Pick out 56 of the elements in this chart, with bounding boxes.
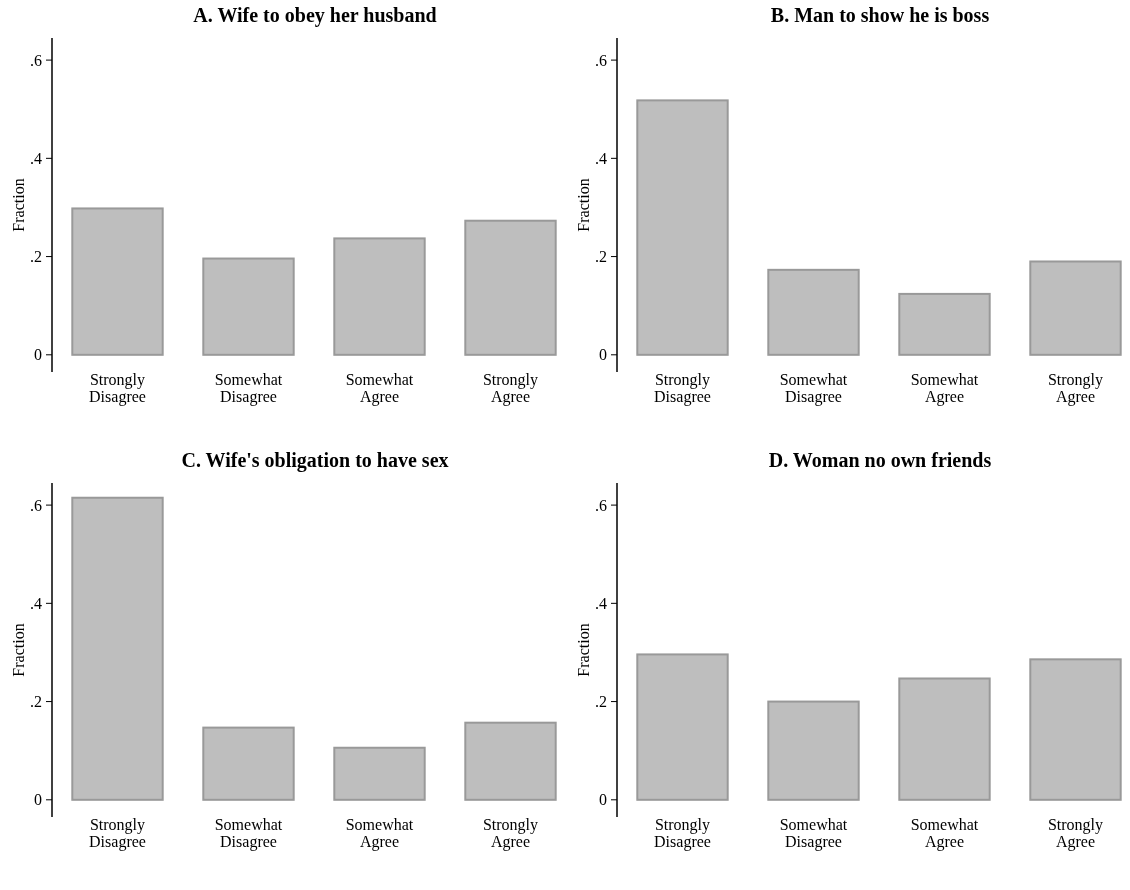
y-tick-label: .2 — [595, 248, 607, 266]
bar — [71, 496, 164, 801]
y-tick-label: .2 — [595, 693, 607, 711]
x-tick-label: Somewhat Disagree — [779, 816, 848, 851]
x-tick-label: Strongly Disagree — [654, 816, 711, 851]
x-tick-label: Somewhat Agree — [345, 371, 414, 406]
bar — [71, 207, 164, 356]
y-axis-title: Fraction — [10, 623, 27, 677]
y-tick-label: .6 — [595, 51, 607, 69]
y-tick-label: .6 — [30, 51, 42, 69]
chart-title: C. Wife's obligation to have sex — [181, 449, 449, 472]
x-tick-label: Somewhat Agree — [345, 816, 414, 851]
y-tick-label: .4 — [595, 149, 607, 167]
y-tick-label: .6 — [595, 496, 607, 514]
y-tick-label: .2 — [30, 693, 42, 711]
y-axis-title: Fraction — [10, 178, 27, 232]
x-tick-label: Somewhat Disagree — [779, 371, 848, 406]
y-axis-title: Fraction — [575, 623, 592, 677]
x-tick-label: Strongly Disagree — [654, 371, 711, 406]
x-tick-label: Somewhat Disagree — [214, 816, 283, 851]
bar — [767, 268, 860, 356]
y-tick-label: .4 — [30, 149, 42, 167]
bar — [636, 99, 729, 356]
bar — [1029, 658, 1122, 801]
x-tick-label: Somewhat Agree — [910, 371, 979, 406]
x-tick-label: Strongly Agree — [1047, 371, 1104, 406]
bar — [898, 292, 991, 356]
x-tick-label: Strongly Disagree — [89, 371, 146, 406]
y-axis-title: Fraction — [575, 178, 592, 232]
bar — [636, 653, 729, 801]
y-tick-label: 0 — [599, 791, 607, 809]
y-tick-label: 0 — [34, 346, 42, 364]
bar — [464, 721, 557, 801]
chart-title: A. Wife to obey her husband — [193, 4, 437, 27]
y-tick-label: 0 — [34, 791, 42, 809]
x-tick-label: Strongly Agree — [482, 371, 539, 406]
x-tick-label: Strongly Disagree — [89, 816, 146, 851]
bar — [767, 700, 860, 801]
y-tick-label: .4 — [595, 594, 607, 612]
y-tick-label: .6 — [30, 496, 42, 514]
y-tick-label: 0 — [599, 346, 607, 364]
bar — [898, 677, 991, 801]
bar — [333, 746, 426, 801]
x-tick-label: Somewhat Disagree — [214, 371, 283, 406]
y-tick-label: .4 — [30, 594, 42, 612]
x-tick-label: Somewhat Agree — [910, 816, 979, 851]
bar — [202, 726, 295, 801]
bar — [1029, 260, 1122, 356]
bar — [202, 257, 295, 356]
bar — [333, 237, 426, 356]
y-tick-label: .2 — [30, 248, 42, 266]
x-tick-label: Strongly Agree — [482, 816, 539, 851]
chart-title: D. Woman no own friends — [768, 449, 992, 471]
chart-title: B. Man to show he is boss — [770, 4, 990, 26]
x-tick-label: Strongly Agree — [1047, 816, 1104, 851]
bar — [464, 219, 557, 356]
